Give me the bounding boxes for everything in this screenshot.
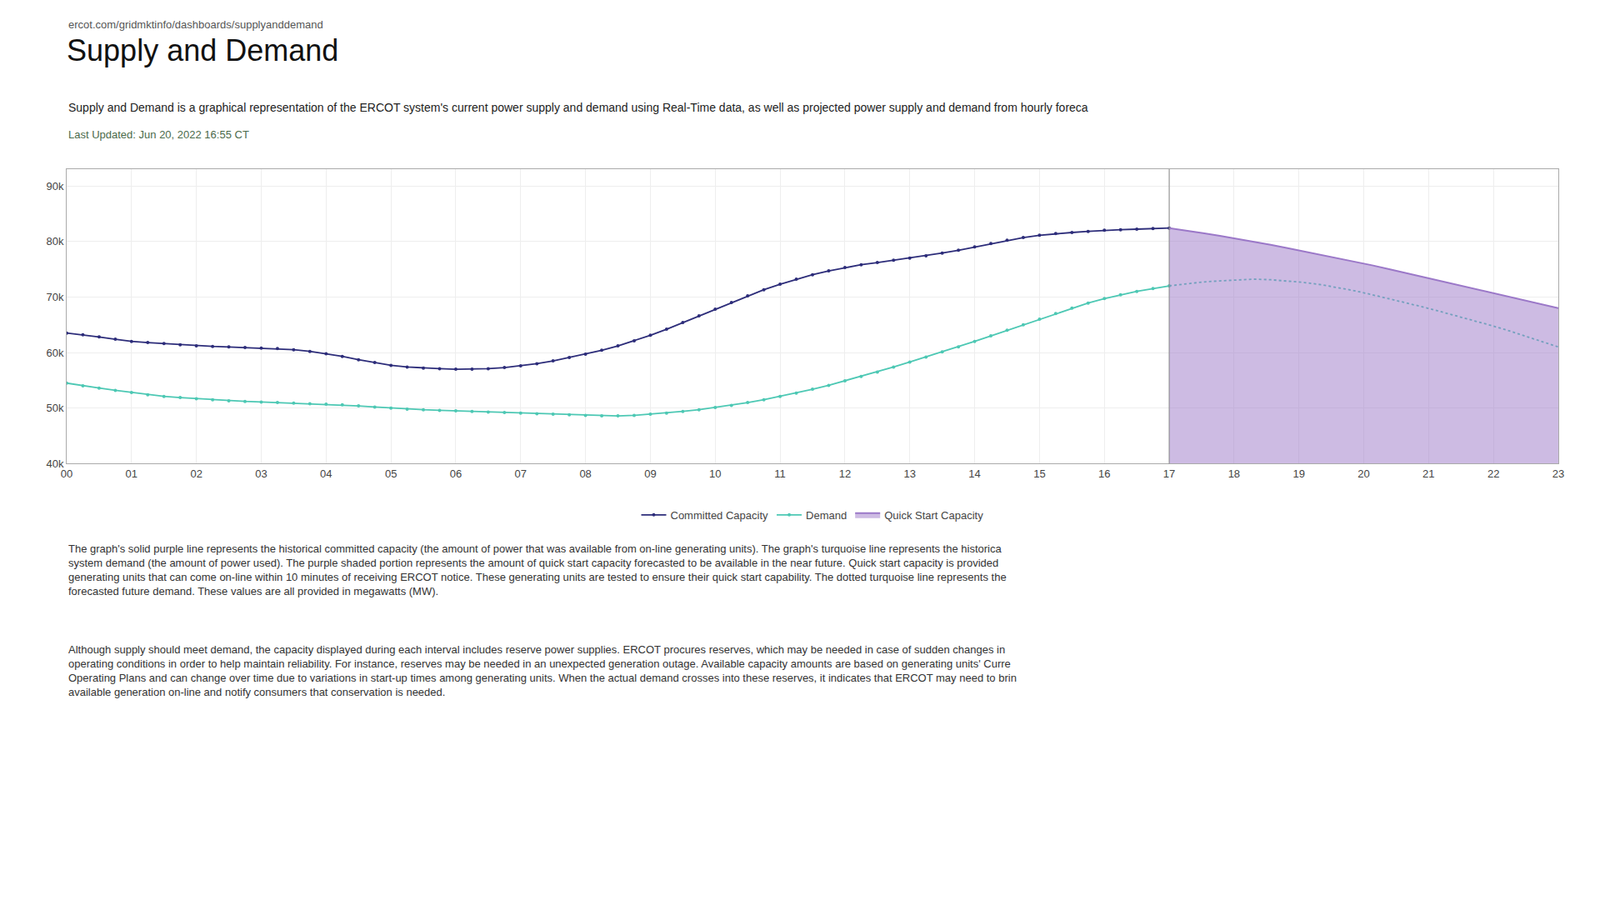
svg-text:80k: 80k [45, 235, 64, 248]
svg-text:07: 07 [515, 467, 527, 480]
svg-text:Committed Capacity: Committed Capacity [670, 509, 770, 522]
svg-text:Quick Start Capacity: Quick Start Capacity [884, 509, 984, 522]
svg-text:23: 23 [1552, 467, 1565, 480]
svg-text:03: 03 [255, 467, 267, 480]
svg-text:09: 09 [644, 467, 656, 480]
svg-text:08: 08 [579, 467, 591, 480]
svg-text:02: 02 [190, 467, 202, 480]
svg-text:Supply and Demand: Supply and Demand [66, 33, 339, 68]
svg-text:Supply and Demand is a graphic: Supply and Demand is a graphical represe… [68, 100, 1089, 115]
svg-text:21: 21 [1422, 467, 1435, 480]
svg-text:18: 18 [1228, 467, 1240, 480]
svg-text:20: 20 [1357, 467, 1370, 480]
svg-text:04: 04 [320, 467, 332, 480]
svg-text:00: 00 [60, 467, 73, 480]
svg-text:Last Updated: Jun 20, 2022 16:: Last Updated: Jun 20, 2022 16:55 CT [68, 128, 250, 141]
svg-text:01: 01 [125, 467, 138, 480]
svg-text:Although supply should meet de: Although supply should meet demand, the … [68, 643, 1017, 699]
svg-text:10: 10 [709, 467, 721, 480]
svg-text:15: 15 [1033, 467, 1045, 480]
svg-text:50k: 50k [45, 401, 64, 415]
svg-text:90k: 90k [45, 180, 64, 193]
svg-text:05: 05 [385, 467, 397, 480]
svg-text:60k: 60k [45, 346, 64, 360]
svg-text:The graph's solid purple line: The graph's solid purple line represents… [68, 542, 1007, 598]
svg-text:19: 19 [1292, 467, 1305, 480]
svg-text:22: 22 [1487, 467, 1500, 480]
svg-text:ercot.com/gridmktinfo/dashboar: ercot.com/gridmktinfo/dashboards/supplya… [68, 18, 324, 31]
svg-text:11: 11 [774, 467, 786, 480]
svg-text:13: 13 [904, 467, 916, 480]
svg-text:12: 12 [839, 467, 851, 480]
svg-text:06: 06 [450, 467, 462, 480]
svg-text:14: 14 [968, 467, 980, 480]
svg-text:16: 16 [1098, 467, 1110, 480]
svg-text:17: 17 [1163, 467, 1175, 480]
svg-text:40k: 40k [45, 457, 64, 470]
svg-text:70k: 70k [45, 290, 64, 304]
svg-text:Demand: Demand [805, 509, 847, 522]
